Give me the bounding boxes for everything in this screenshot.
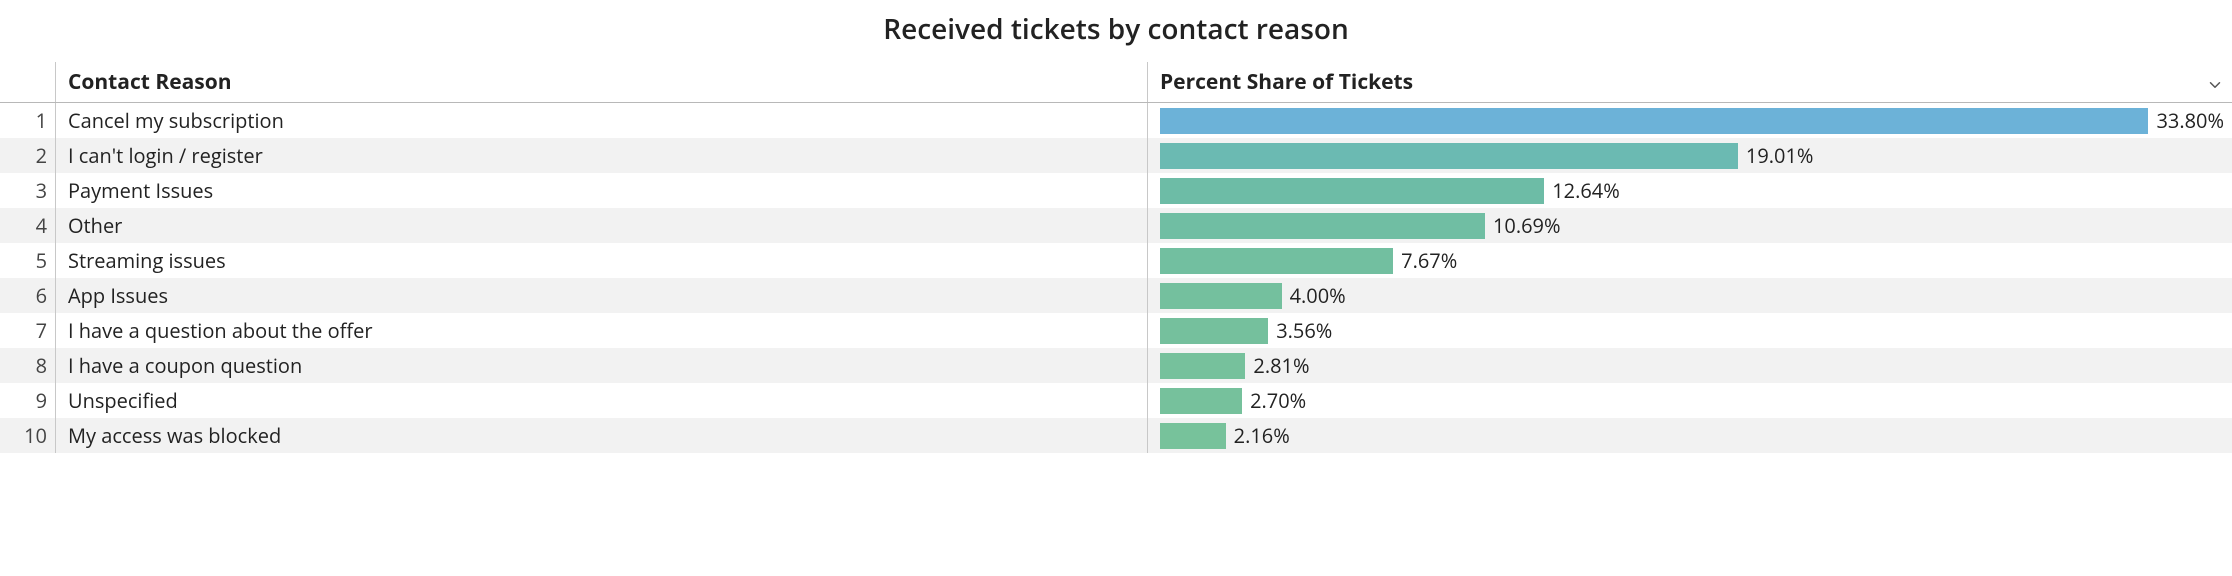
row-contact-reason: App Issues [56,278,1148,313]
row-bar-cell: 4.00% [1148,278,2232,313]
row-contact-reason: Cancel my subscription [56,103,1148,138]
percent-bar [1160,143,1738,169]
percent-bar [1160,353,1245,379]
header-index [0,62,56,102]
percent-label: 3.56% [1276,317,1332,344]
table-row[interactable]: 2I can't login / register 19.01% [0,138,2232,173]
row-index: 8 [0,348,56,383]
row-index: 5 [0,243,56,278]
table-row[interactable]: 8I have a coupon question 2.81% [0,348,2232,383]
table-row[interactable]: 6App Issues 4.00% [0,278,2232,313]
percent-bar [1160,178,1544,204]
percent-label: 2.16% [1234,422,1290,449]
row-index: 3 [0,173,56,208]
percent-label: 4.00% [1290,282,1346,309]
row-bar-cell: 33.80% [1148,103,2232,138]
report-panel: Received tickets by contact reason Conta… [0,0,2232,453]
percent-bar [1160,423,1226,449]
row-bar-cell: 19.01% [1148,138,2232,173]
row-contact-reason: Streaming issues [56,243,1148,278]
percent-bar [1160,213,1485,239]
row-index: 7 [0,313,56,348]
table-row[interactable]: 3Payment Issues 12.64% [0,173,2232,208]
row-index: 4 [0,208,56,243]
row-bar-cell: 12.64% [1148,173,2232,208]
row-bar-cell: 2.70% [1148,383,2232,418]
header-contact-reason[interactable]: Contact Reason [56,62,1148,102]
table-row[interactable]: 10My access was blocked 2.16% [0,418,2232,453]
row-contact-reason: Unspecified [56,383,1148,418]
row-index: 6 [0,278,56,313]
row-contact-reason: My access was blocked [56,418,1148,453]
header-percent-share[interactable]: Percent Share of Tickets [1148,62,2232,102]
chart-title: Received tickets by contact reason [0,0,2232,62]
percent-bar [1160,248,1393,274]
row-bar-cell: 7.67% [1148,243,2232,278]
percent-label: 19.01% [1746,142,1814,169]
percent-label: 12.64% [1552,177,1620,204]
row-index: 10 [0,418,56,453]
table-row[interactable]: 5Streaming issues 7.67% [0,243,2232,278]
header-row: Contact Reason Percent Share of Tickets [0,62,2232,103]
row-contact-reason: Payment Issues [56,173,1148,208]
percent-label: 7.67% [1401,247,1457,274]
percent-label: 2.81% [1253,352,1309,379]
percent-label: 10.69% [1493,212,1561,239]
table-row[interactable]: 1Cancel my subscription 33.80% [0,103,2232,138]
percent-label: 33.80% [2156,107,2224,134]
percent-label: 2.70% [1250,387,1306,414]
header-percent-label: Percent Share of Tickets [1160,68,1413,96]
row-contact-reason: I have a question about the offer [56,313,1148,348]
row-bar-cell: 2.16% [1148,418,2232,453]
row-bar-cell: 2.81% [1148,348,2232,383]
table-row[interactable]: 9Unspecified 2.70% [0,383,2232,418]
row-index: 1 [0,103,56,138]
row-contact-reason: I can't login / register [56,138,1148,173]
row-index: 9 [0,383,56,418]
data-grid: Contact Reason Percent Share of Tickets … [0,62,2232,453]
row-contact-reason: I have a coupon question [56,348,1148,383]
row-bar-cell: 10.69% [1148,208,2232,243]
percent-bar [1160,318,1268,344]
table-row[interactable]: 7I have a question about the offer 3.56% [0,313,2232,348]
row-bar-cell: 3.56% [1148,313,2232,348]
table-row[interactable]: 4Other 10.69% [0,208,2232,243]
percent-bar [1160,388,1242,414]
percent-bar [1160,108,2148,134]
chevron-down-icon[interactable] [2206,73,2224,91]
row-index: 2 [0,138,56,173]
row-contact-reason: Other [56,208,1148,243]
percent-bar [1160,283,1282,309]
